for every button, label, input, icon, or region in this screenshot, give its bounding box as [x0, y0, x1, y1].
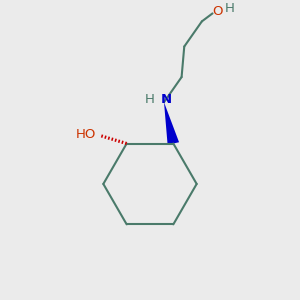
Text: H: H: [225, 2, 235, 15]
Text: HO: HO: [75, 128, 96, 141]
Polygon shape: [164, 102, 179, 145]
Text: O: O: [212, 5, 223, 18]
Text: N: N: [160, 93, 172, 106]
Text: H: H: [144, 93, 154, 106]
